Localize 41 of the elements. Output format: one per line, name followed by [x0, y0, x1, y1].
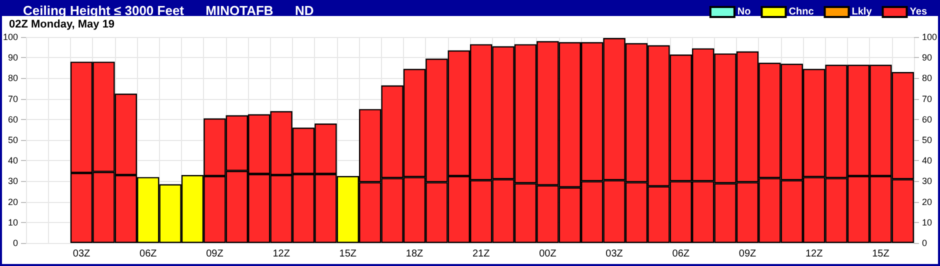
chart-subtitle: 02Z Monday, May 19	[9, 18, 115, 30]
legend-label: Chnc	[788, 6, 814, 18]
y-tick-label: 60	[8, 114, 18, 124]
x-tick-label: 03Z	[606, 248, 623, 260]
y2-tick-label: 0	[922, 238, 927, 248]
y-tick-label: 40	[8, 156, 18, 166]
y2-tick-label: 90	[922, 52, 932, 63]
y2-tick-label: 20	[922, 196, 932, 207]
y2-tick-label: 100	[922, 32, 938, 42]
x-tick-label: 18Z	[406, 248, 424, 260]
y-tick-label: 50	[8, 135, 18, 145]
y2-tick-label: 10	[922, 217, 932, 228]
y-tick-label: 80	[8, 73, 18, 84]
y2-tick-label: 70	[922, 94, 932, 104]
y2-tick-label: 60	[922, 114, 932, 124]
x-tick-label: 06Z	[672, 248, 690, 260]
y2-tick-label: 30	[922, 176, 932, 186]
x-tick-label: 15Z	[872, 248, 890, 260]
y-tick-label: 70	[8, 94, 18, 104]
y-tick-label: 20	[8, 196, 18, 207]
x-tick-label: 09Z	[206, 248, 224, 260]
y2-tick-label: 80	[922, 73, 932, 84]
y2-tick-label: 40	[922, 156, 932, 166]
y-tick-label: 90	[8, 52, 18, 63]
x-tick-label: 15Z	[339, 248, 357, 260]
x-tick-label: 21Z	[472, 248, 490, 260]
legend-label: Yes	[910, 6, 928, 18]
x-tick-label: 12Z	[272, 248, 290, 260]
x-tick-label: 12Z	[805, 248, 823, 260]
x-tick-label: 00Z	[539, 248, 556, 260]
x-tick-label: 03Z	[72, 248, 90, 260]
y2-tick-label: 50	[922, 135, 932, 145]
y-tick-label: 30	[8, 176, 18, 186]
legend-label: No	[737, 6, 751, 18]
legend-label: Lkly	[852, 6, 872, 18]
y-tick-label: 100	[2, 32, 18, 42]
y-tick-label: 0	[13, 238, 18, 248]
y-tick-label: 10	[8, 217, 18, 228]
x-tick-label: 06Z	[139, 248, 157, 260]
chart-title: Ceiling Height ≤ 3000 Feet MINOTAFB ND	[23, 3, 314, 18]
x-tick-label: 09Z	[738, 248, 756, 260]
